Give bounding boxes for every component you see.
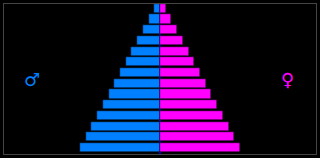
svg-text:♂: ♂ xyxy=(24,69,40,90)
svg-text:♀: ♀ xyxy=(281,69,294,90)
